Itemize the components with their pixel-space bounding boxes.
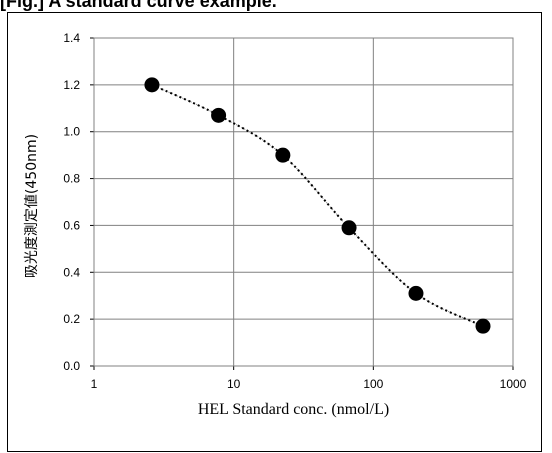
plot-area-border <box>93 37 514 367</box>
data-point <box>275 147 291 163</box>
y-tick-label: 0.4 <box>63 265 80 279</box>
y-tick-label: 0.0 <box>63 359 80 373</box>
y-axis-title: 吸光度測定値(450nm) <box>24 134 40 278</box>
x-tick-label: 10 <box>227 377 241 391</box>
chart-frame: 0.0 0.2 0.4 0.6 0.8 1.0 1.2 1.4 1 10 100 1000 HEL … <box>7 12 542 452</box>
data-point <box>211 107 227 123</box>
y-tick-labels: 0.0 0.2 0.4 0.6 0.8 1.0 1.2 1.4 <box>63 31 80 373</box>
y-tick-label: 0.6 <box>63 218 80 232</box>
data-point <box>408 285 424 301</box>
x-tick-label: 100 <box>363 377 383 391</box>
data-point <box>144 77 160 93</box>
x-tick-label: 1000 <box>500 377 527 391</box>
data-points <box>144 77 491 334</box>
x-axis-title: HEL Standard conc. (nmol/L) <box>198 401 389 418</box>
y-tick-label: 1.4 <box>63 31 80 45</box>
data-point <box>475 318 491 334</box>
y-tick-label: 1.2 <box>63 78 80 92</box>
figure-caption: [Fig.] A standard curve example. <box>0 0 277 11</box>
y-tick-label: 0.8 <box>63 172 80 186</box>
standard-curve-chart: 0.0 0.2 0.4 0.6 0.8 1.0 1.2 1.4 1 10 100 1000 HEL … <box>24 31 527 418</box>
x-tick-label: 1 <box>91 377 98 391</box>
data-point <box>341 220 357 236</box>
trend-line <box>151 83 484 328</box>
y-tick-label: 0.2 <box>63 312 80 326</box>
y-tick-label: 1.0 <box>63 125 80 139</box>
trend-line-fit <box>151 84 484 327</box>
x-tick-labels: 1 10 100 1000 <box>91 377 527 391</box>
